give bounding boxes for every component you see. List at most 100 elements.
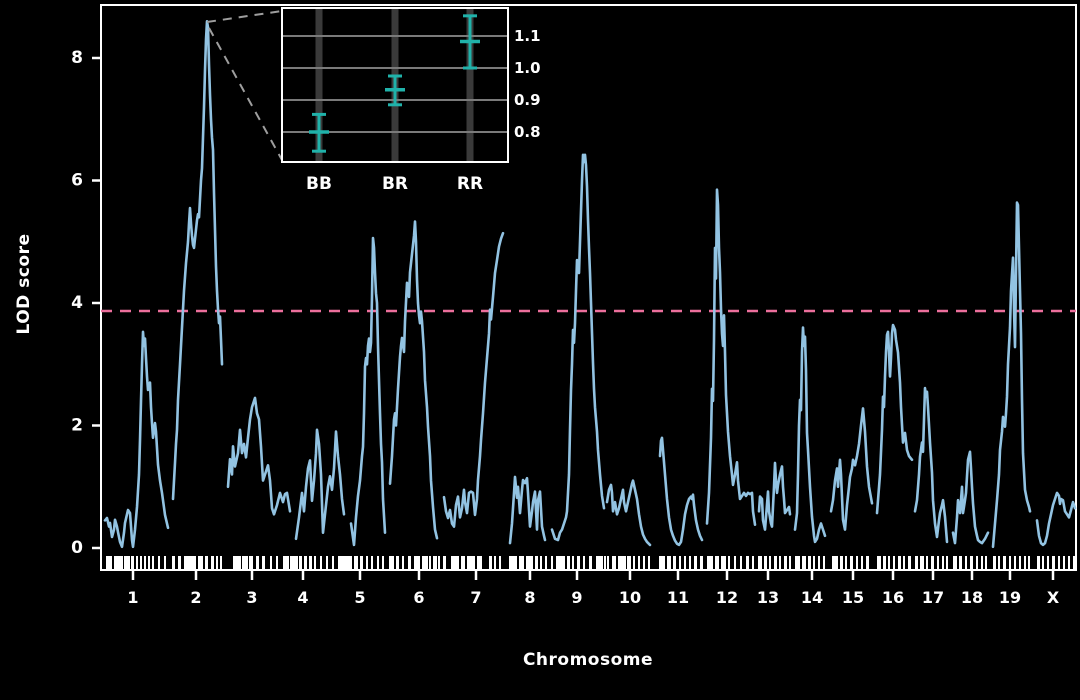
y-tick-label: 8: [71, 48, 83, 68]
chromosome-label: 3: [246, 588, 257, 607]
marker-tick: [556, 556, 565, 569]
marker-tick: [981, 556, 983, 569]
chromosome-label: 12: [716, 588, 738, 607]
marker-tick: [178, 556, 181, 569]
chromosome-label: 2: [190, 588, 201, 607]
marker-tick: [643, 556, 645, 569]
plot-border: [100, 4, 1077, 571]
marker-tick: [840, 556, 843, 569]
marker-tick: [1037, 556, 1040, 569]
chromosome-label: 18: [961, 588, 983, 607]
marker-tick: [366, 556, 368, 569]
marker-tick: [769, 556, 771, 569]
lod-curve-chr19: [991, 201, 1032, 549]
marker-tick: [489, 556, 492, 569]
marker-tick: [679, 556, 681, 569]
inset-border: [281, 7, 509, 163]
marker-tick: [309, 556, 312, 569]
marker-tick: [360, 556, 363, 569]
marker-tick: [898, 556, 901, 569]
marker-tick: [813, 556, 815, 569]
inset-y-tick-label: 0.8: [514, 123, 541, 141]
marker-tick: [789, 556, 791, 569]
marker-rug: [106, 556, 1076, 569]
lod-curve-chr5: [349, 236, 387, 547]
x-axis-title: Chromosome: [522, 650, 654, 670]
marker-tick: [633, 556, 635, 569]
y-axis: 0 2 4 6 8: [71, 48, 101, 558]
marker-tick: [715, 556, 719, 569]
marker-tick: [832, 556, 838, 569]
marker-tick: [758, 556, 762, 569]
lod-curve-chr3: [226, 396, 292, 516]
marker-tick: [953, 556, 957, 569]
marker-tick: [1068, 556, 1070, 569]
callout-line-top: [206, 10, 283, 23]
marker-tick: [326, 556, 328, 569]
marker-tick: [903, 556, 905, 569]
marker-tick: [618, 556, 626, 569]
marker-tick: [779, 556, 781, 569]
marker-tick: [467, 556, 475, 569]
y-axis-title: LOD score: [14, 233, 34, 335]
genotype-label-rr: RR: [457, 174, 483, 194]
marker-tick: [667, 556, 671, 569]
marker-tick: [106, 556, 112, 569]
effect-errorbar-bb: [309, 112, 329, 153]
marker-tick: [926, 556, 928, 569]
marker-tick: [877, 556, 881, 569]
genotype-label-br: BR: [382, 174, 408, 194]
marker-tick: [1042, 556, 1044, 569]
marker-tick: [526, 556, 533, 569]
marker-tick: [1019, 556, 1021, 569]
marker-tick: [572, 556, 574, 569]
marker-tick: [589, 556, 592, 569]
marker-tick: [164, 556, 166, 569]
marker-tick: [198, 556, 203, 569]
chromosome-label: 17: [922, 588, 944, 607]
lod-curve-chr16: [875, 323, 914, 515]
marker-tick: [694, 556, 697, 569]
lod-curve-chr11: [658, 436, 704, 547]
marker-tick: [1047, 556, 1049, 569]
marker-tick: [519, 556, 524, 569]
marker-tick: [659, 556, 665, 569]
marker-tick: [320, 556, 322, 569]
inset-y-tick-label: 0.9: [514, 91, 541, 109]
marker-tick: [893, 556, 895, 569]
marker-tick: [304, 556, 307, 569]
lod-curves: [103, 19, 1077, 549]
lod-curve-chr14: [793, 326, 827, 544]
marker-tick: [429, 556, 431, 569]
marker-tick: [551, 556, 553, 569]
marker-tick: [845, 556, 847, 569]
marker-tick: [648, 556, 650, 569]
marker-tick: [152, 556, 154, 569]
marker-tick: [249, 556, 253, 569]
marker-tick: [1058, 556, 1060, 569]
inset-y-tick-label: 1.1: [514, 27, 541, 45]
marker-tick: [850, 556, 853, 569]
marker-tick: [233, 556, 241, 569]
marker-tick: [604, 556, 606, 569]
marker-tick: [148, 556, 150, 569]
chromosome-label: 5: [354, 588, 365, 607]
lod-curve-chr17: [913, 386, 949, 544]
marker-tick: [638, 556, 640, 569]
marker-tick: [577, 556, 580, 569]
marker-tick: [689, 556, 691, 569]
marker-tick: [299, 556, 302, 569]
lod-curve-chr13: [757, 461, 792, 531]
marker-tick: [583, 556, 585, 569]
chromosome-label: 19: [999, 588, 1021, 607]
chromosome-label: 4: [297, 588, 308, 607]
lod-curve-chr6: [388, 220, 439, 540]
marker-tick: [612, 556, 616, 569]
marker-tick: [396, 556, 399, 569]
marker-tick: [172, 556, 175, 569]
lod-curve-chr8: [508, 475, 547, 545]
marker-tick: [114, 556, 123, 569]
chromosome-label: 9: [571, 588, 582, 607]
marker-tick: [673, 556, 676, 569]
marker-tick: [499, 556, 501, 569]
